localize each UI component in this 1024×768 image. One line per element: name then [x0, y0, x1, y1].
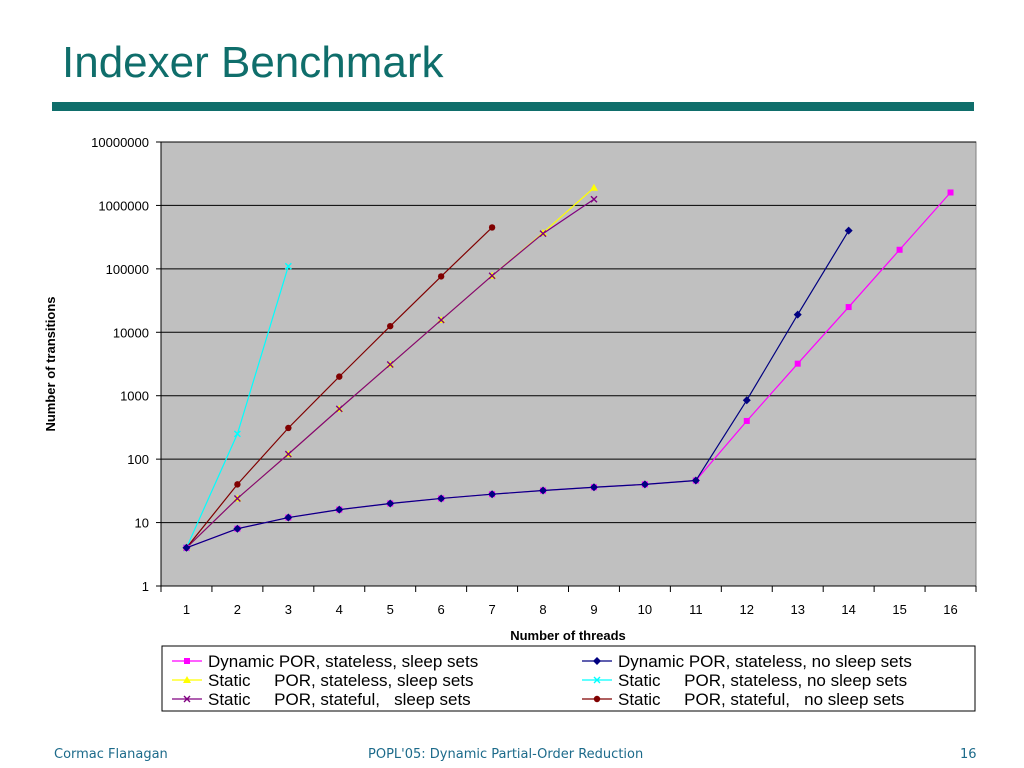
data-point [589, 183, 598, 191]
data-point [233, 430, 241, 438]
data-point [233, 494, 241, 502]
data-point [589, 483, 598, 492]
data-point [437, 494, 446, 503]
plot-area [160, 141, 977, 587]
data-point [590, 195, 598, 203]
x-tick-label: 7 [488, 602, 495, 617]
legend-label: Static POR, stateless, sleep sets [208, 671, 474, 690]
data-point [488, 490, 497, 499]
x-tick-label: 5 [387, 602, 394, 617]
data-point [336, 373, 343, 380]
legend: Dynamic POR, stateless, sleep sets Dynami… [161, 645, 976, 712]
series-5 [183, 224, 496, 552]
data-point [539, 486, 548, 495]
legend-marker [593, 695, 601, 703]
legend-label: Static POR, stateless, no sleep sets [618, 671, 907, 690]
slide-title: Indexer Benchmark [62, 38, 444, 87]
data-point [182, 543, 191, 552]
y-tick-label: 10 [135, 516, 149, 531]
x-axis-label: Number of threads [510, 628, 626, 643]
data-point [539, 230, 547, 238]
legend-label: Dynamic POR, stateless, sleep sets [208, 652, 478, 671]
footer-author: Cormac Flanagan [54, 747, 168, 762]
legend-label: Static POR, stateful, no sleep sets [618, 690, 904, 709]
legend-label: Static POR, stateful, sleep sets [208, 690, 471, 709]
x-tick-label: 6 [438, 602, 445, 617]
page-number: 16 [960, 747, 977, 762]
x-tick-label: 12 [740, 602, 754, 617]
data-point [335, 505, 344, 514]
legend-marker [184, 658, 190, 664]
y-tick-label: 100 [127, 452, 149, 467]
data-point [488, 272, 496, 280]
x-tick-label: 4 [336, 602, 343, 617]
series-line [186, 230, 850, 549]
legend-marker [593, 676, 601, 684]
x-tick-label: 8 [539, 602, 546, 617]
data-point [793, 310, 802, 319]
legend-marker [183, 676, 191, 683]
gridlines [161, 141, 976, 524]
legend-marker [183, 695, 191, 703]
x-tick-label: 3 [285, 602, 292, 617]
footer-venue: POPL'05: Dynamic Partial-Order Reduction [368, 747, 644, 762]
data-point [284, 262, 292, 270]
data-point [284, 513, 293, 522]
legend-marker [593, 657, 601, 665]
x-tick-label: 11 [689, 602, 703, 617]
y-tick-label: 1000 [120, 389, 149, 404]
y-tick-label: 100000 [106, 262, 149, 277]
data-point [947, 189, 954, 196]
data-point [387, 322, 394, 330]
legend-box [161, 645, 976, 712]
data-point [386, 361, 394, 369]
x-tick-label: 16 [943, 602, 957, 617]
data-point [437, 316, 445, 324]
data-point [742, 396, 751, 405]
y-axis-label: Number of transitions [43, 296, 58, 431]
y-tick-label: 10000 [113, 325, 149, 340]
x-tick-label: 14 [841, 602, 855, 617]
data-point [233, 524, 242, 533]
data-point [845, 304, 852, 311]
y-tick-label: 1 [142, 579, 149, 594]
x-tick-label: 2 [234, 602, 241, 617]
data-point [794, 360, 801, 367]
data-point [285, 424, 292, 432]
x-tick-label: 13 [790, 602, 804, 617]
data-point [844, 226, 853, 235]
y-tick-label: 10000000 [91, 135, 149, 150]
data-point [437, 273, 445, 280]
y-tick-label: 1000000 [98, 198, 149, 213]
data-point [539, 228, 548, 236]
data-point [743, 417, 750, 424]
data-point [896, 246, 903, 253]
title-rule [52, 102, 974, 111]
data-point [386, 499, 395, 508]
data-point [335, 405, 343, 413]
x-tick-label: 15 [892, 602, 906, 617]
data-point [234, 481, 241, 488]
series-layer [182, 183, 954, 552]
x-tick-label: 10 [638, 602, 652, 617]
data-point [640, 480, 649, 489]
data-point [284, 450, 292, 458]
legend-label: Dynamic POR, stateless, no sleep sets [618, 652, 912, 671]
x-tick-label: 9 [590, 602, 597, 617]
x-tick-label: 1 [183, 602, 190, 617]
data-point [691, 476, 700, 485]
series-1 [182, 226, 853, 552]
data-point [488, 224, 496, 231]
